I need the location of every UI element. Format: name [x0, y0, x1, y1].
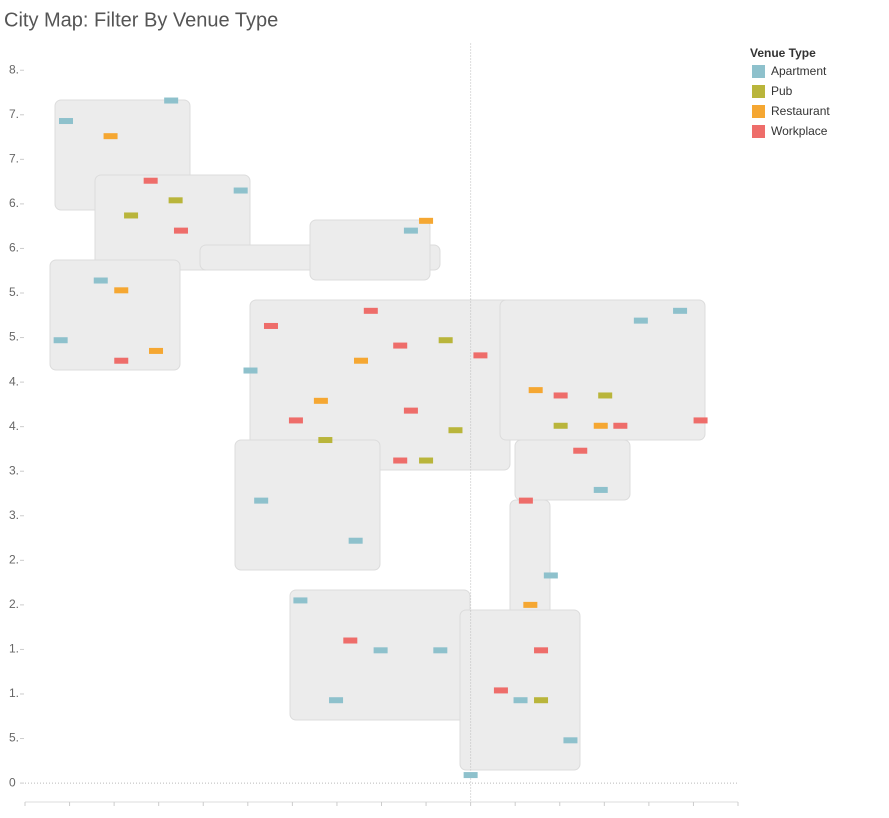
venue — [534, 647, 549, 654]
y-tick-label: 0 — [9, 775, 16, 789]
venue — [58, 118, 73, 125]
venue — [463, 772, 478, 779]
y-tick-label: 3. — [9, 508, 19, 522]
venue — [149, 347, 164, 354]
venue — [593, 486, 608, 493]
district — [289, 589, 471, 721]
venue — [393, 342, 408, 349]
y-tick-label: 3. — [9, 463, 19, 477]
venue — [354, 357, 369, 364]
venue — [243, 367, 258, 374]
venue — [164, 97, 179, 104]
venue — [673, 307, 688, 314]
venue — [143, 177, 158, 184]
venue — [448, 427, 463, 434]
legend-swatch — [752, 85, 765, 98]
venue — [313, 397, 328, 404]
venue — [114, 357, 129, 364]
venue — [93, 277, 108, 284]
y-tick-label: 4. — [9, 419, 19, 433]
venue — [543, 572, 558, 579]
district — [309, 219, 431, 281]
venue — [263, 322, 278, 329]
city-districts — [49, 99, 706, 771]
venue — [103, 133, 118, 140]
y-tick-label: 4. — [9, 374, 19, 388]
y-tick-label: 1. — [9, 642, 19, 656]
venue — [518, 497, 533, 504]
y-tick-label: 1. — [9, 686, 19, 700]
venue — [633, 317, 648, 324]
venue — [553, 422, 568, 429]
venue — [693, 417, 708, 424]
y-tick-label: 8. — [9, 62, 19, 76]
y-tick-label: 5. — [9, 330, 19, 344]
legend-swatch — [752, 65, 765, 78]
legend-swatch — [752, 125, 765, 138]
venue — [573, 447, 588, 454]
y-tick-label: 7. — [9, 107, 19, 121]
venue — [114, 287, 129, 294]
venue — [393, 457, 408, 464]
legend-label: Pub — [771, 84, 793, 98]
legend-swatch — [752, 105, 765, 118]
venue — [288, 417, 303, 424]
district — [499, 299, 706, 441]
venue — [329, 697, 344, 704]
legend-label: Restaurant — [771, 104, 830, 118]
venue — [343, 637, 358, 644]
venue — [613, 422, 628, 429]
venue — [473, 352, 488, 359]
venue — [403, 227, 418, 234]
y-tick-label: 6. — [9, 241, 19, 255]
venue — [433, 647, 448, 654]
venue — [438, 337, 453, 344]
y-tick-label: 6. — [9, 196, 19, 210]
y-tick-label: 2. — [9, 552, 19, 566]
venue — [318, 437, 333, 444]
district — [234, 439, 381, 571]
venue — [373, 647, 388, 654]
venue — [124, 212, 139, 219]
venue — [419, 457, 434, 464]
venue — [233, 187, 248, 194]
y-tick-label: 5. — [9, 285, 19, 299]
venue — [348, 537, 363, 544]
district — [49, 259, 181, 371]
venue — [534, 697, 549, 704]
venue — [563, 737, 578, 744]
legend-label: Workplace — [771, 124, 828, 138]
venue — [53, 337, 68, 344]
venue — [513, 697, 528, 704]
venue — [523, 601, 538, 608]
venue — [598, 392, 613, 399]
venue — [553, 392, 568, 399]
venue — [593, 422, 608, 429]
venue — [419, 217, 434, 224]
y-tick-label: 5. — [9, 731, 19, 745]
chart-title: City Map: Filter By Venue Type — [4, 9, 278, 31]
venue — [293, 597, 308, 604]
y-tick-label: 2. — [9, 597, 19, 611]
venue — [528, 387, 543, 394]
legend-label: Apartment — [771, 64, 827, 78]
venue — [493, 687, 508, 694]
venue — [254, 497, 269, 504]
y-tick-label: 7. — [9, 152, 19, 166]
legend-title: Venue Type — [750, 46, 816, 60]
venue — [363, 307, 378, 314]
venue — [173, 227, 188, 234]
district — [514, 439, 631, 501]
district — [459, 609, 581, 771]
venue — [168, 197, 183, 204]
venue — [403, 407, 418, 414]
